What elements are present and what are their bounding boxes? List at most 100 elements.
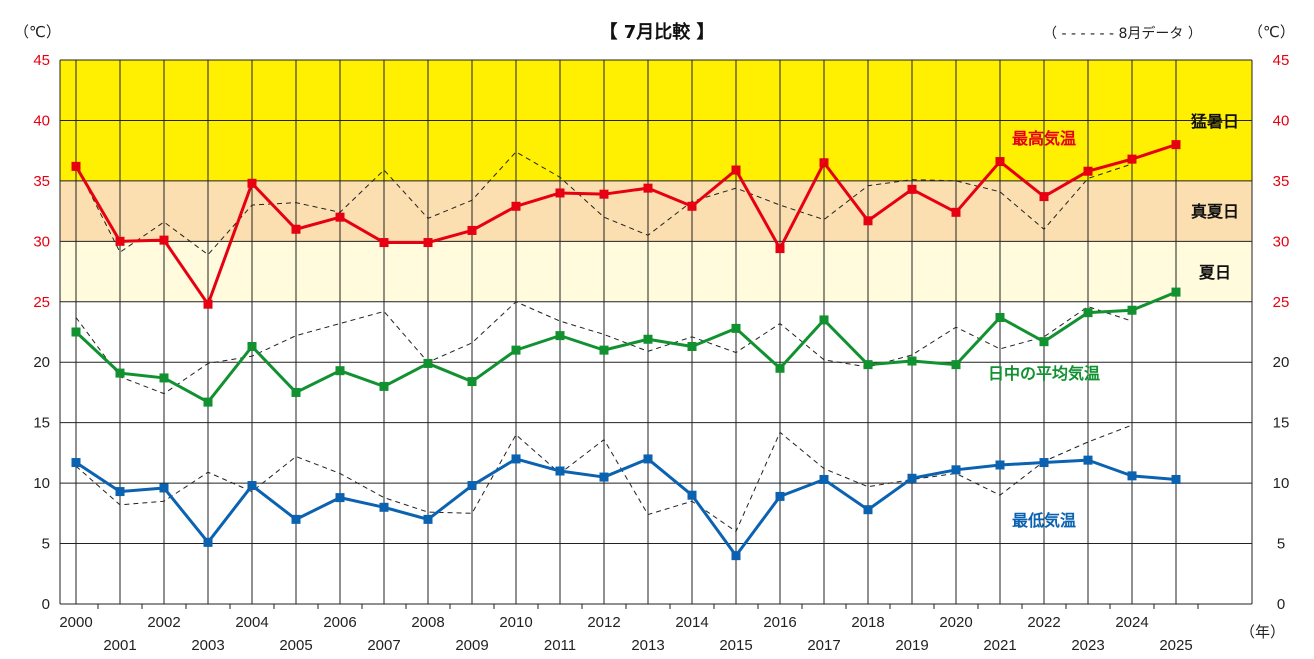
data-point (1083, 455, 1093, 465)
x-tick-label: 2007 (367, 637, 400, 654)
data-point (775, 244, 785, 254)
data-point (1171, 287, 1181, 297)
data-point (555, 466, 565, 476)
data-point (995, 312, 1005, 322)
data-point (731, 551, 741, 561)
x-tick-label: 2008 (411, 614, 444, 631)
y-tick-right: 15 (1273, 415, 1290, 432)
band-label-summer: 夏日 (1198, 263, 1231, 282)
x-tick-label: 2020 (939, 614, 972, 631)
series-line-0 (74, 143, 1177, 306)
x-tick-label: 2025 (1159, 637, 1192, 654)
x-tick-label: 2014 (675, 614, 708, 631)
data-point (467, 377, 477, 387)
x-unit: （年） (1240, 623, 1285, 641)
data-point (643, 183, 653, 193)
data-point (291, 387, 301, 397)
data-point (819, 158, 829, 168)
data-point (1083, 166, 1093, 176)
x-tick-label: 2009 (455, 637, 488, 654)
data-point (687, 342, 697, 352)
y-tick-left: 40 (33, 112, 50, 129)
data-point (1127, 154, 1137, 164)
data-point (379, 381, 389, 391)
data-point (467, 225, 477, 235)
data-point (555, 188, 565, 198)
y-tick-right: 45 (1273, 52, 1290, 69)
data-point (775, 363, 785, 373)
y-unit-right: （℃） (1248, 23, 1295, 41)
x-tick-label: 2018 (851, 614, 884, 631)
x-tick-label: 2013 (631, 637, 664, 654)
data-point (511, 345, 521, 355)
chart-title: 【 7月比較 】 (599, 21, 714, 43)
data-point (203, 537, 213, 547)
data-point (71, 327, 81, 337)
data-point (247, 342, 257, 352)
data-point (775, 491, 785, 501)
data-point (863, 216, 873, 226)
data-point (1083, 308, 1093, 318)
data-point (115, 368, 125, 378)
y-tick-left: 15 (33, 415, 50, 432)
x-axis: 2000 2001 2002 2003 2004 2005 2006 2007 2008 2009… (59, 614, 1192, 654)
x-tick-label: 2004 (235, 614, 268, 631)
data-point (511, 454, 521, 464)
x-tick-label: 2006 (323, 614, 356, 631)
data-point (907, 184, 917, 194)
august-legend-note: （ - - - - - - 8月データ ） (1043, 25, 1202, 42)
y-tick-left: 30 (33, 233, 50, 250)
data-point (423, 514, 433, 524)
data-point (599, 189, 609, 199)
series-line-2 (75, 457, 1177, 558)
data-point (731, 165, 741, 175)
data-point (599, 345, 609, 355)
data-point (951, 207, 961, 217)
y-tick-right: 10 (1273, 475, 1290, 492)
y-tick-right: 5 (1277, 536, 1285, 553)
y-tick-right: 0 (1277, 596, 1285, 613)
data-point (511, 201, 521, 211)
data-point (159, 373, 169, 383)
series-label-max: 最高気温 (1012, 129, 1076, 148)
data-point (291, 224, 301, 234)
x-tick-label: 2022 (1027, 614, 1060, 631)
data-point (379, 502, 389, 512)
data-point (687, 490, 697, 500)
y-axis-right: 0 5 10 15 20 25 30 35 40 45 (1273, 52, 1290, 613)
data-point (203, 299, 213, 309)
x-tick-label: 2015 (719, 637, 752, 654)
data-point (599, 472, 609, 482)
band-label-midsummer: 真夏日 (1191, 202, 1239, 221)
series-0 (71, 140, 1181, 309)
y-tick-left: 35 (33, 173, 50, 190)
series-label-avg: 日中の平均気温 (988, 364, 1100, 383)
data-point (1171, 474, 1181, 484)
august-line-2 (75, 424, 1133, 533)
series-1 (71, 287, 1181, 407)
y-tick-right: 40 (1273, 112, 1290, 129)
data-point (687, 201, 697, 211)
x-tick-label: 2003 (191, 637, 224, 654)
data-point (863, 360, 873, 370)
data-point (643, 454, 653, 464)
data-point (71, 458, 81, 468)
data-point (1127, 471, 1137, 481)
x-tick-label: 2023 (1071, 637, 1104, 654)
data-point (995, 460, 1005, 470)
data-point (951, 465, 961, 475)
x-tick-label: 2002 (147, 614, 180, 631)
band-2 (60, 241, 1252, 302)
y-axis-left: 0 5 10 15 20 25 30 35 40 45 (33, 52, 50, 613)
data-point (159, 235, 169, 245)
data-point (247, 481, 257, 491)
y-tick-left: 5 (42, 536, 50, 553)
data-point (335, 366, 345, 376)
data-point (995, 157, 1005, 167)
x-tick-label: 2021 (983, 637, 1016, 654)
data-point (555, 331, 565, 341)
august-line-0 (75, 151, 1133, 256)
data-point (335, 212, 345, 222)
x-tick-label: 2017 (807, 637, 840, 654)
